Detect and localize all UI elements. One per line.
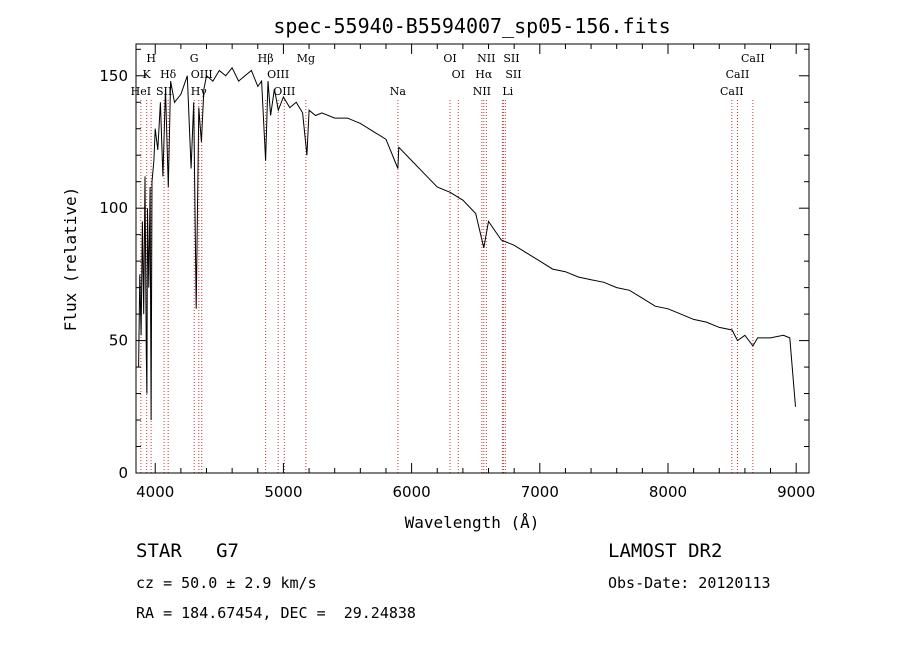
y-axis-ticks: 0 50 100 150 — [99, 48, 809, 482]
survey-name: LAMOST DR2 — [608, 540, 723, 562]
x-tick-label: 9000 — [777, 483, 815, 501]
spectral-line-label: H — [146, 52, 156, 65]
spectral-line-label: Hβ — [258, 52, 274, 65]
spectral-line-label: Mg — [297, 52, 315, 65]
spectral-line-labels: HK HeI Hδ SII G OIII Hγ Hβ OIII OIII Mg Na OI OI NII SI… — [131, 52, 765, 98]
spectral-line-label: SII — [156, 85, 172, 98]
x-tick-label: 7000 — [521, 483, 559, 501]
spectral-line-label: OI — [452, 68, 465, 81]
spectral-line-label: CaII — [741, 52, 765, 65]
series-line — [138, 66, 796, 421]
spectral-line-label: CaII — [720, 85, 744, 98]
spectral-line-label: HeI — [131, 85, 151, 98]
x-axis-ticks: 4000 5000 6000 7000 8000 9000 — [136, 44, 815, 501]
x-axis-label: Wavelength (Å) — [405, 513, 540, 532]
y-tick-label: 100 — [99, 199, 128, 217]
object-classification: STAR G7 — [136, 540, 239, 562]
spectral-line-label: NII — [473, 85, 491, 98]
coordinates: RA = 184.67454, DEC = 29.24838 — [136, 604, 416, 622]
spectral-line-label: OIII — [273, 85, 295, 98]
spectral-line-label: Hα — [475, 68, 493, 81]
spectral-line-label: CaII — [726, 68, 750, 81]
spectral-line-label: OIII — [191, 68, 213, 81]
x-tick-label: 8000 — [649, 483, 687, 501]
spectral-line-markers — [140, 100, 754, 473]
spectral-line-label: Li — [502, 85, 513, 98]
spectral-line-label: NII — [477, 52, 495, 65]
spectral-line-label: SII — [505, 68, 521, 81]
y-axis-label: Flux (relative) — [61, 187, 80, 332]
spectral-line-label: K — [143, 68, 152, 81]
spectral-line-label: SII — [503, 52, 519, 65]
spectral-line-label: Na — [390, 85, 407, 98]
x-tick-label: 4000 — [136, 483, 174, 501]
x-tick-label: 6000 — [393, 483, 431, 501]
x-tick-label: 5000 — [264, 483, 302, 501]
plot-frame — [135, 43, 810, 474]
spectral-line-label: Hδ — [160, 68, 177, 81]
y-tick-label: 50 — [109, 332, 128, 350]
spectral-line-label: G — [190, 52, 199, 65]
redshift-velocity: cz = 50.0 ± 2.9 km/s — [136, 574, 317, 592]
spectral-line-label: Hγ — [191, 85, 208, 98]
spectral-line-label: OIII — [267, 68, 289, 81]
chart-title: spec-55940-B5594007_sp05-156.fits — [273, 14, 670, 38]
y-tick-label: 0 — [118, 464, 128, 482]
observation-date: Obs-Date: 20120113 — [608, 574, 771, 592]
spectral-line-label: OI — [443, 52, 456, 65]
y-tick-label: 150 — [99, 67, 128, 85]
